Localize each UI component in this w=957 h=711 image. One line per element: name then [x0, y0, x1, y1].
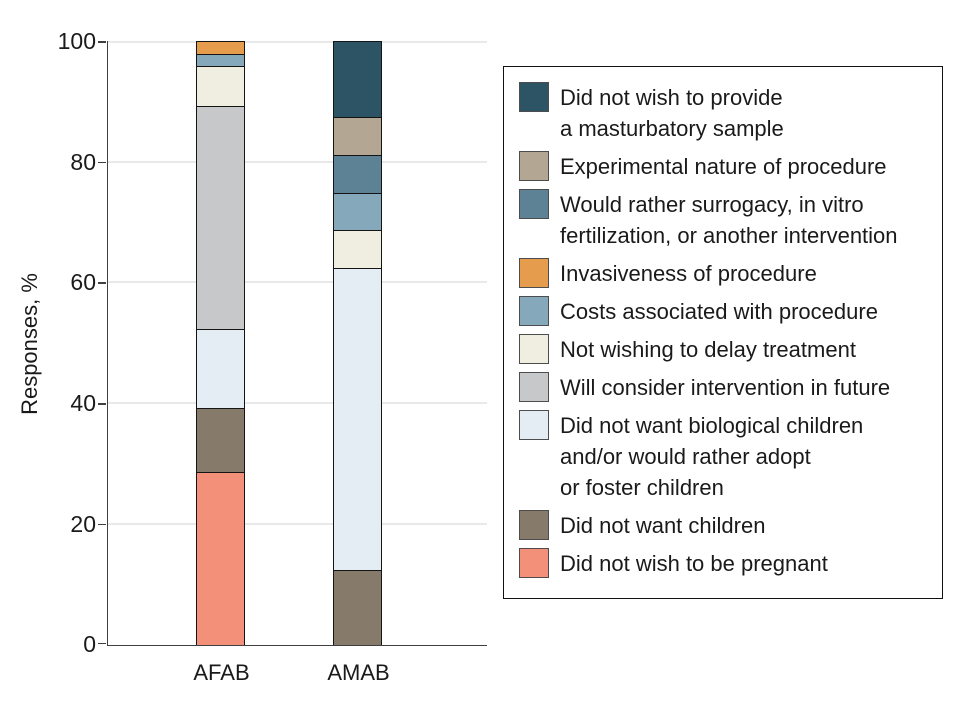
legend-swatch [519, 258, 549, 288]
bar-amab [333, 41, 382, 645]
y-tick-label: 60 [70, 269, 96, 296]
bar-segment [197, 407, 244, 473]
bar-segment [334, 230, 381, 269]
gridline [108, 160, 487, 163]
legend-label: Would rather surrogacy, in vitro fertili… [560, 192, 898, 248]
x-label-afab: AFAB [193, 660, 250, 685]
legend-item: Will consider intervention in future [519, 372, 934, 403]
legend-swatch [519, 410, 549, 440]
bar-segment [197, 472, 244, 645]
legend-item: Not wishing to delay treatment [519, 334, 934, 365]
legend-label: Costs associated with procedure [560, 299, 878, 324]
legend-label: Did not wish to provide a masturbatory s… [560, 85, 784, 141]
gridline [108, 402, 487, 405]
bar-segment [334, 569, 381, 645]
bar-segment [334, 42, 381, 118]
legend-label: Did not want biological children and/or … [560, 413, 864, 500]
x-label-amab: AMAB [327, 660, 390, 685]
legend-swatch [519, 296, 549, 326]
legend-swatch [519, 151, 549, 181]
legend-label: Not wishing to delay treatment [560, 337, 856, 362]
legend-item: Experimental nature of procedure [519, 151, 934, 182]
bar-afab [196, 41, 245, 645]
legend-item: Did not want biological children and/or … [519, 410, 934, 503]
bar-segment [334, 117, 381, 156]
bar-segment [197, 42, 244, 55]
legend-box: Did not wish to provide a masturbatory s… [503, 66, 943, 599]
y-tick-label: 80 [70, 148, 96, 175]
bar-segment [334, 192, 381, 231]
gridline [108, 41, 487, 43]
bar-segment [334, 268, 381, 570]
legend-label: Did not want children [560, 513, 766, 538]
legend-swatch [519, 189, 549, 219]
y-tick-mark [98, 41, 107, 43]
y-tick-label: 40 [70, 390, 96, 417]
legend-swatch [519, 510, 549, 540]
y-tick-mark [98, 403, 107, 405]
plot-area [98, 41, 487, 646]
legend-item: Did not wish to provide a masturbatory s… [519, 82, 934, 144]
legend-item: Did not want children [519, 510, 934, 541]
y-tick-mark [98, 523, 107, 526]
bar-segment [334, 155, 381, 193]
legend-item: Would rather surrogacy, in vitro fertili… [519, 189, 934, 251]
legend-swatch [519, 334, 549, 364]
legend-label: Invasiveness of procedure [560, 261, 817, 286]
bar-segment [197, 328, 244, 408]
y-tick-mark [98, 161, 107, 164]
y-tick-label: 0 [83, 631, 96, 658]
legend-swatch [519, 82, 549, 112]
gridline [108, 522, 487, 525]
y-tick-label: 20 [70, 510, 96, 537]
legend-item: Did not wish to be pregnant [519, 548, 934, 579]
legend-label: Will consider intervention in future [560, 375, 891, 400]
bar-segment [197, 54, 244, 67]
legend-label: Experimental nature of procedure [560, 154, 887, 179]
legend-item: Costs associated with procedure [519, 296, 934, 327]
y-tick-label: 100 [57, 28, 96, 54]
gridline [108, 281, 487, 284]
legend-swatch [519, 548, 549, 578]
bar-segment [197, 106, 244, 329]
y-tick-mark [98, 642, 107, 645]
legend-item: Invasiveness of procedure [519, 258, 934, 289]
y-tick-mark [98, 282, 107, 284]
legend-swatch [519, 372, 549, 402]
legend-label: Did not wish to be pregnant [560, 551, 828, 576]
bar-segment [197, 66, 244, 107]
